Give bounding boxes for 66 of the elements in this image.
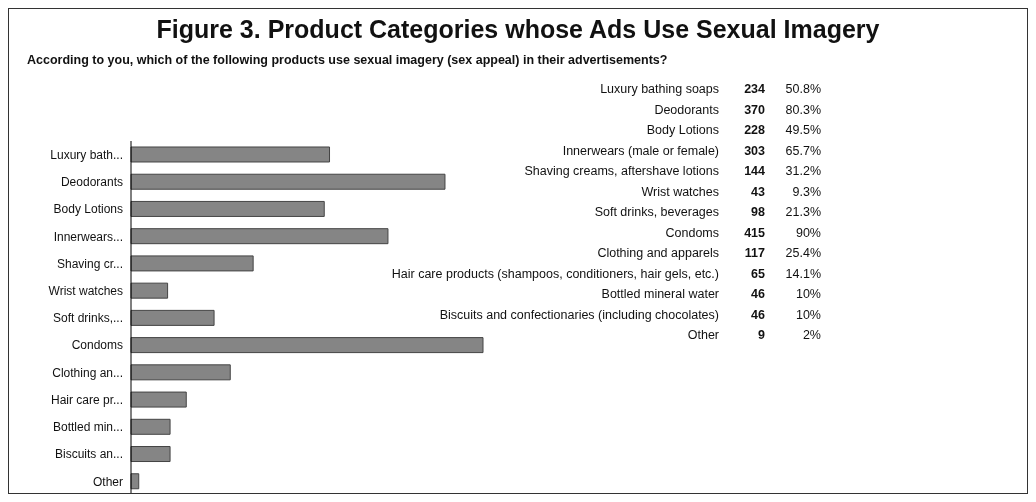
data-label: 9.3%	[791, 183, 822, 201]
y-tick-label: Innerwears...	[53, 229, 123, 244]
data-label: 43	[750, 183, 766, 201]
data-label: 10%	[794, 286, 822, 304]
data-label: 228	[743, 122, 766, 140]
bar	[130, 418, 171, 435]
data-label: 303	[743, 142, 766, 160]
bar	[130, 200, 325, 217]
data-label: 90%	[794, 224, 822, 242]
data-label: 9	[757, 327, 766, 345]
y-tick-label: Soft drinks,...	[52, 311, 123, 326]
y-tick-label: Luxury bath...	[50, 147, 123, 162]
category-label: Bottled mineral water	[600, 286, 720, 304]
data-label: 370	[743, 101, 766, 119]
data-label: 50.8%	[784, 81, 822, 99]
chart-subtitle: According to you, which of the following products use sexual imagery (sex appeal) in their advertisements?	[27, 53, 668, 67]
data-label: 46	[750, 286, 766, 304]
data-label: 65.7%	[784, 142, 822, 160]
y-tick-label: Deodorants	[60, 175, 123, 190]
category-label: Condoms	[664, 224, 720, 242]
category-label: Wrist watches	[640, 183, 720, 201]
data-label: 117	[743, 245, 766, 263]
y-tick-label: Other	[92, 474, 123, 489]
bar	[130, 337, 484, 354]
data-label: 21.3%	[784, 204, 822, 222]
bar	[130, 391, 187, 408]
category-label: Body Lotions	[645, 122, 720, 140]
data-label: 2%	[801, 327, 822, 345]
bar	[130, 309, 215, 326]
chart-title: Figure 3. Product Categories whose Ads Use Sexual Imagery	[155, 15, 881, 44]
y-tick-label: Body Lotions	[53, 202, 123, 217]
category-label: Clothing and apparels	[596, 245, 720, 263]
data-label: 144	[743, 163, 766, 181]
bar	[130, 228, 389, 245]
data-label: 10%	[794, 306, 822, 324]
category-label: Luxury bathing soaps	[599, 81, 720, 99]
category-label: Soft drinks, beverages	[593, 204, 720, 222]
bar	[130, 446, 171, 463]
category-label: Shaving creams, aftershave lotions	[523, 163, 720, 181]
y-tick-label: Bottled min...	[52, 420, 123, 435]
bar	[130, 364, 231, 381]
category-label: Other	[686, 327, 720, 345]
y-tick-label: Shaving cr...	[56, 256, 123, 271]
bar	[130, 173, 446, 190]
data-label: 65	[750, 265, 766, 283]
category-label: Biscuits and confectionaries (including chocolates)	[438, 306, 720, 324]
bar	[130, 255, 254, 272]
data-label: 49.5%	[784, 122, 822, 140]
category-label: Innerwears (male or female)	[561, 142, 720, 160]
data-label: 80.3%	[784, 101, 822, 119]
y-tick-label: Hair care pr...	[50, 392, 123, 407]
bar	[130, 282, 169, 299]
y-tick-label: Biscuits an...	[54, 447, 123, 462]
data-label: 14.1%	[784, 265, 822, 283]
data-label: 31.2%	[784, 163, 822, 181]
data-label: 234	[743, 81, 766, 99]
data-label: 415	[743, 224, 766, 242]
category-label: Deodorants	[653, 101, 720, 119]
category-label: Hair care products (shampoos, conditioners, hair gels, etc.)	[390, 265, 720, 283]
y-tick-label: Condoms	[71, 338, 123, 353]
data-label: 98	[750, 204, 766, 222]
y-tick-label: Clothing an...	[52, 365, 123, 380]
data-label: 25.4%	[784, 245, 822, 263]
data-label: 46	[750, 306, 766, 324]
bar	[130, 146, 331, 163]
y-tick-label: Wrist watches	[48, 284, 123, 299]
